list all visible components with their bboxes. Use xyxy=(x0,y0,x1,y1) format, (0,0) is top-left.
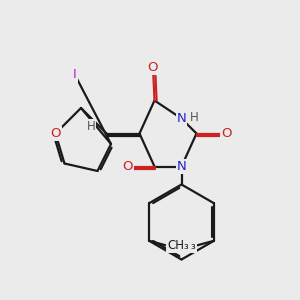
Text: O: O xyxy=(221,127,232,140)
Text: CH₃: CH₃ xyxy=(174,239,196,252)
Text: O: O xyxy=(50,127,61,140)
Text: H: H xyxy=(86,120,95,134)
Text: O: O xyxy=(148,61,158,74)
Text: I: I xyxy=(73,68,77,82)
Text: H: H xyxy=(190,111,199,124)
Text: O: O xyxy=(122,160,133,173)
Text: N: N xyxy=(177,160,186,173)
Text: CH₃: CH₃ xyxy=(167,239,189,252)
Text: N: N xyxy=(177,112,186,125)
